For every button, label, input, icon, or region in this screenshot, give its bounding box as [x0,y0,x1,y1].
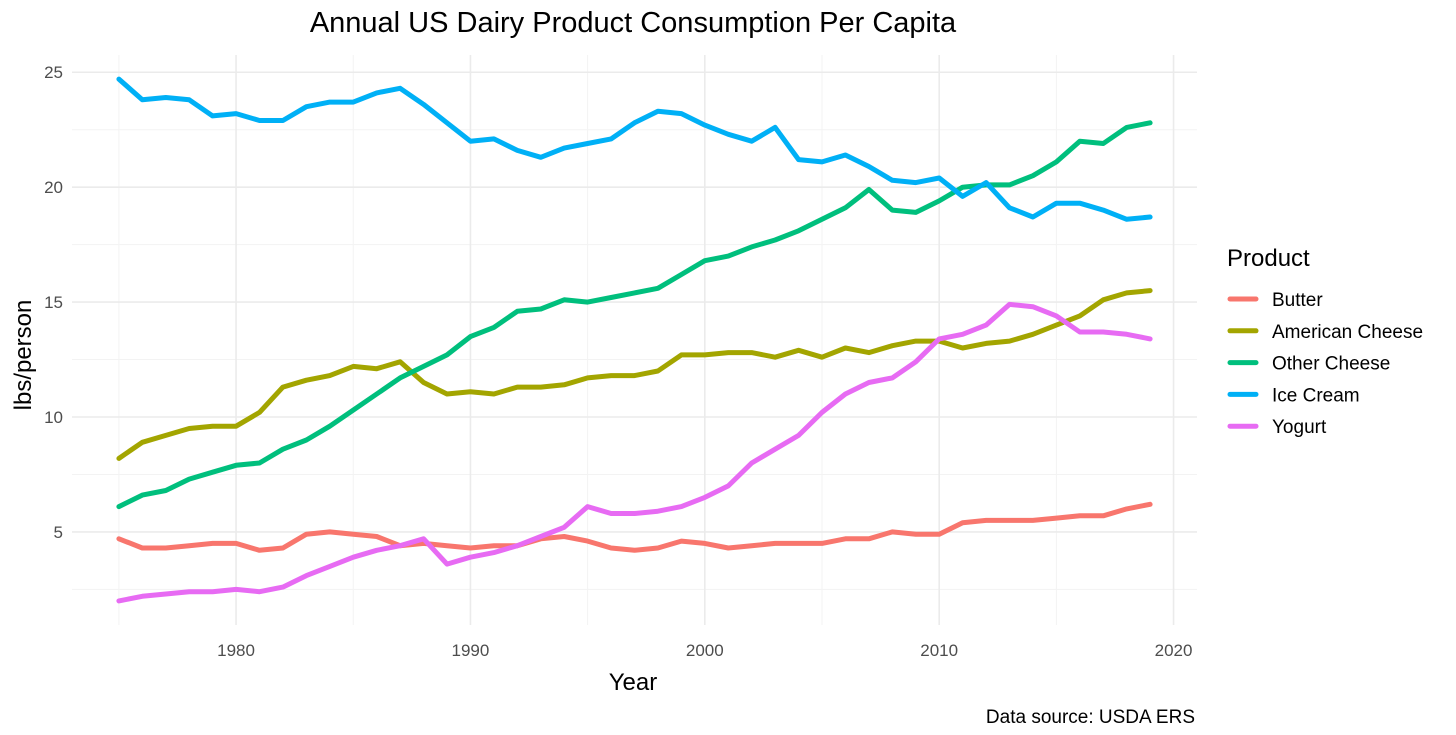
y-tick-label: 20 [44,178,63,197]
legend: Product Butter American Cheese Other Chees… [1227,245,1423,438]
x-tick-label: 2000 [686,641,724,660]
caption: Data source: USDA ERS [986,707,1195,728]
x-tick-label: 1980 [217,641,255,660]
x-axis-title: Year [609,669,658,696]
y-tick-label: 5 [54,523,63,542]
x-tick-label: 2010 [920,641,958,660]
legend-title: Product [1227,245,1310,272]
series-line-ice-cream [116,76,1153,222]
legend-label-yogurt: Yogurt [1272,417,1327,438]
legend-label-butter: Butter [1272,290,1323,311]
y-tick-label: 10 [44,408,63,427]
x-tick-label: 2020 [1155,641,1193,660]
legend-label-ice-cream: Ice Cream [1272,385,1360,406]
chart-title: Annual US Dairy Product Consumption Per … [310,7,957,39]
series-line-butter [116,501,1153,553]
y-tick-label: 25 [44,63,63,82]
legend-label-other-cheese: Other Cheese [1272,354,1390,375]
x-axis-tick-labels: 1980 1990 2000 2010 2020 [217,641,1192,660]
major-gridlines [72,55,1197,625]
series-line-yogurt [116,301,1153,604]
y-axis-title: lbs/person [10,300,37,411]
x-tick-label: 1990 [452,641,490,660]
legend-label-american-cheese: American Cheese [1272,322,1423,343]
legend-items: Butter American Cheese Other Cheese Ice Cre… [1227,290,1423,438]
series-lines [116,76,1153,604]
y-tick-label: 15 [44,293,63,312]
y-axis-tick-labels: 5 10 15 20 25 [44,63,63,542]
minor-gridlines [72,55,1197,625]
series-line-american-cheese [116,288,1153,461]
